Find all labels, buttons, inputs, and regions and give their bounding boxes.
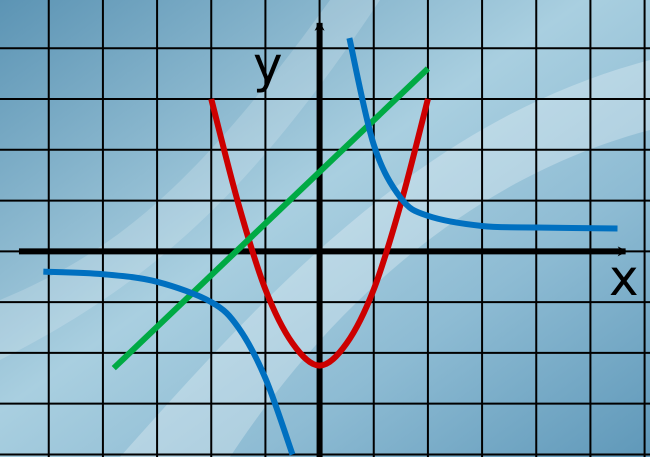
x-axis-label: x <box>609 249 639 307</box>
function-curves <box>43 37 618 456</box>
curve-hyperbola-right <box>346 37 618 232</box>
curve-parabola <box>208 98 431 369</box>
background-swoosh-2 <box>0 0 380 360</box>
curve-line <box>111 66 430 371</box>
y-axis-label: y <box>253 36 283 94</box>
curve-hyperbola-left <box>43 268 296 456</box>
coordinate-axes <box>18 20 628 457</box>
